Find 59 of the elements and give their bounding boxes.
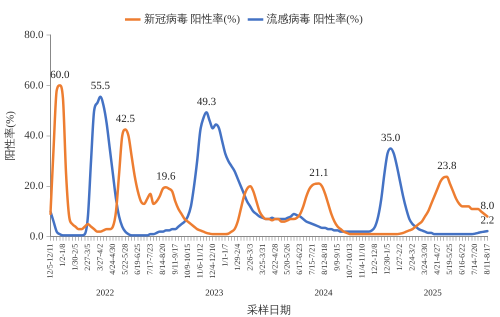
x-tick-label: 1/30-2/5 bbox=[70, 244, 80, 271]
x-tick-label: 5/19-5/25 bbox=[445, 244, 454, 275]
x-tick-label: 11/4-11/10 bbox=[358, 244, 367, 278]
x-tick-label: 11/6-11/12 bbox=[195, 244, 204, 278]
data-label: 60.0 bbox=[50, 68, 70, 81]
x-tick-label: 10/9-10/15 bbox=[182, 244, 192, 279]
y-tick-label: 40.0 bbox=[24, 130, 44, 142]
text: 2025 bbox=[424, 287, 442, 298]
x-tick-label: 1/1-1/7 bbox=[220, 244, 230, 267]
data-label: 49.3 bbox=[196, 96, 217, 108]
x-tick-label: 6/16-6/22 bbox=[458, 244, 467, 275]
x-tick-label: 2/24-3/2 bbox=[408, 244, 417, 271]
x-tick-label: 7/17-7/23 bbox=[145, 244, 154, 275]
x-tick-label: 5/20-5/26 bbox=[282, 244, 292, 275]
text: 2022 bbox=[96, 287, 114, 298]
data-label: 8.0 bbox=[480, 200, 495, 212]
x-tick-label: 3/27-4/2 bbox=[95, 244, 104, 271]
x-tick-label: 8/12-8/18 bbox=[320, 244, 330, 275]
data-label: 55.5 bbox=[90, 80, 111, 92]
x-tick-label: 4/21-4/27 bbox=[432, 244, 442, 275]
x-tick-label: 1/2-1/8 bbox=[58, 244, 68, 267]
y-tick-label: 60.0 bbox=[24, 79, 44, 92]
x-tick-label: 10/7-10/13 bbox=[345, 244, 354, 279]
legend-label: 新冠病毒 阳性率(%) bbox=[144, 12, 240, 26]
x-tick-label: 4/22-4/28 bbox=[270, 244, 280, 275]
text: 2024 bbox=[314, 287, 334, 298]
x-tick-label: 7/15-7/21 bbox=[308, 244, 317, 275]
text: 2023 bbox=[205, 287, 224, 298]
x-tick-label: 9/9-9/15 bbox=[332, 244, 342, 271]
x-tick-label: 1/27-2/2 bbox=[395, 244, 404, 271]
data-label: 35.0 bbox=[381, 132, 401, 144]
x-tick-label: 9/11-9/17 bbox=[170, 244, 180, 275]
x-tick-label: 7/14-7/20 bbox=[470, 244, 480, 275]
x-tick-label: 12/4-12/10 bbox=[208, 244, 217, 279]
y-axis-title: 阳性率(%) bbox=[3, 110, 16, 161]
data-label: 21.1 bbox=[309, 166, 328, 179]
x-tick-label: 3/25-3/31 bbox=[258, 244, 267, 275]
x-tick-label: 1/29-2/4 bbox=[232, 244, 242, 271]
y-tick-label: 20.0 bbox=[24, 180, 44, 192]
x-tick-label: 5/22-5/28 bbox=[120, 244, 130, 275]
x-tick-label: 6/19-6/25 bbox=[132, 244, 142, 275]
x-tick-label: 8/11-8/17 bbox=[482, 244, 492, 275]
data-label: 19.6 bbox=[156, 170, 176, 183]
x-tick-label: 2/27-3/5 bbox=[82, 244, 92, 271]
legend-label: 流感病毒 阳性率(%) bbox=[266, 12, 364, 26]
y-tick-label: 0.0 bbox=[30, 230, 44, 243]
data-label: 42.5 bbox=[116, 112, 136, 125]
x-tick-label: 3/24-3/30 bbox=[420, 244, 430, 275]
data-label: 2.2 bbox=[480, 214, 494, 227]
x-tick-label: 12/2-12/8 bbox=[370, 244, 380, 275]
x-tick-label: 12/30-1/5 bbox=[382, 244, 392, 275]
x-tick-label: 8/14-8/20 bbox=[158, 244, 167, 275]
x-tick-label: 12/5-12/11 bbox=[46, 244, 55, 279]
x-tick-label: 4/24-4/30 bbox=[108, 244, 117, 275]
x-tick-label: 2/26-3/3 bbox=[245, 244, 254, 271]
x-axis-title: 采样日期 bbox=[246, 303, 291, 316]
data-label: 23.8 bbox=[437, 160, 457, 172]
y-tick-label: 80.0 bbox=[24, 28, 44, 41]
x-tick-label: 6/17-6/23 bbox=[295, 244, 304, 275]
